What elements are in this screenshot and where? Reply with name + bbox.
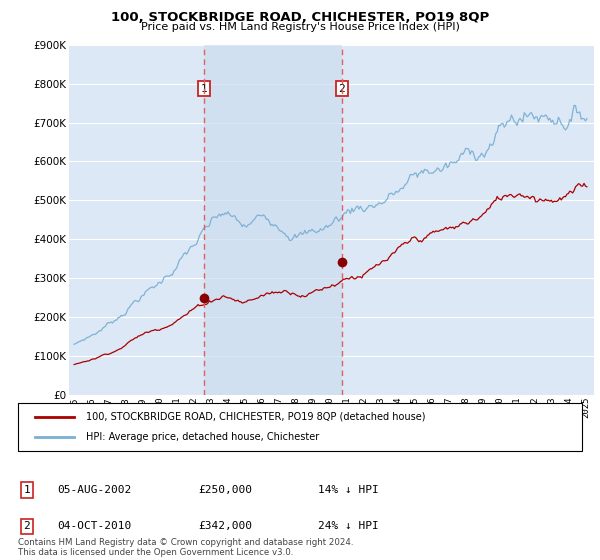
Text: £342,000: £342,000 <box>198 521 252 531</box>
Text: 1: 1 <box>200 83 207 94</box>
Text: 1: 1 <box>23 485 31 495</box>
Text: Contains HM Land Registry data © Crown copyright and database right 2024.
This d: Contains HM Land Registry data © Crown c… <box>18 538 353 557</box>
Bar <box>204 45 342 395</box>
Text: £250,000: £250,000 <box>198 485 252 495</box>
Text: 100, STOCKBRIDGE ROAD, CHICHESTER, PO19 8QP: 100, STOCKBRIDGE ROAD, CHICHESTER, PO19 … <box>111 11 489 24</box>
Text: 24% ↓ HPI: 24% ↓ HPI <box>318 521 379 531</box>
Text: 2: 2 <box>338 83 345 94</box>
Text: Price paid vs. HM Land Registry's House Price Index (HPI): Price paid vs. HM Land Registry's House … <box>140 22 460 32</box>
Text: 05-AUG-2002: 05-AUG-2002 <box>57 485 131 495</box>
Text: 14% ↓ HPI: 14% ↓ HPI <box>318 485 379 495</box>
Text: 04-OCT-2010: 04-OCT-2010 <box>57 521 131 531</box>
Text: 100, STOCKBRIDGE ROAD, CHICHESTER, PO19 8QP (detached house): 100, STOCKBRIDGE ROAD, CHICHESTER, PO19 … <box>86 412 425 422</box>
Text: 2: 2 <box>23 521 31 531</box>
Text: HPI: Average price, detached house, Chichester: HPI: Average price, detached house, Chic… <box>86 432 319 442</box>
